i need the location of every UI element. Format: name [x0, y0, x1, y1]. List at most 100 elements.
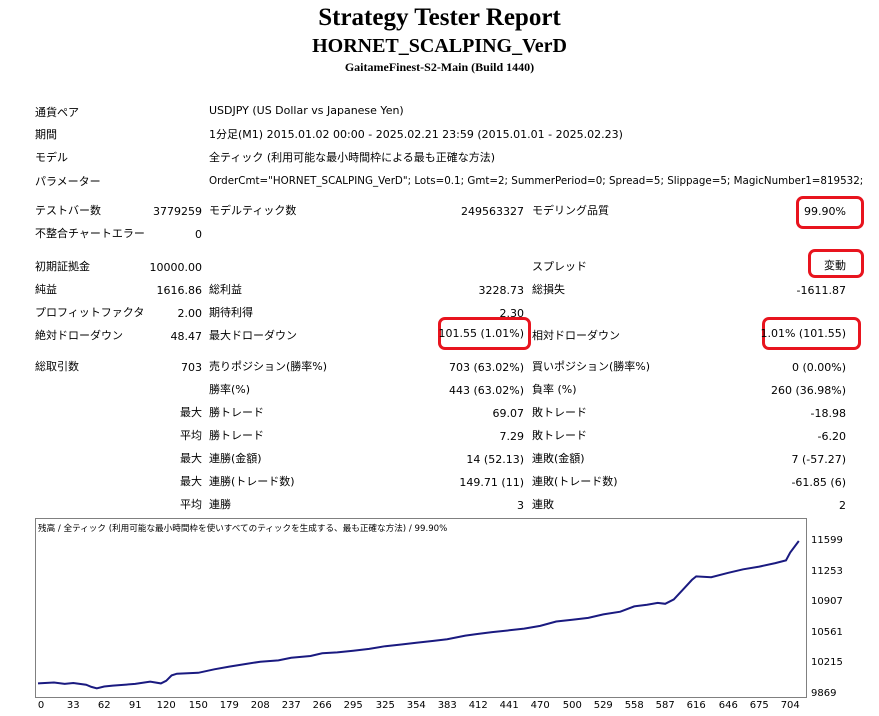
x-tick-label: 383 — [437, 700, 457, 711]
x-tick-label: 0 — [37, 700, 45, 711]
x-tick-label: 529 — [593, 700, 613, 711]
gross-profit-label: 総利益 — [209, 283, 242, 296]
ticks-label: モデルティック数 — [209, 204, 297, 217]
x-tick-label: 587 — [655, 700, 675, 711]
bars-value: 3779259 — [153, 205, 202, 218]
x-tick-label: 616 — [686, 700, 706, 711]
abs-dd-label: 絶対ドローダウン — [35, 329, 123, 342]
x-tick-label: 208 — [250, 700, 270, 711]
max-loss-trade-value: -18.98 — [810, 407, 846, 420]
max-dd-value: 101.55 (1.01%) — [438, 327, 524, 340]
rel-dd-value: 1.01% (101.55) — [760, 327, 846, 340]
net-label: 純益 — [35, 283, 57, 296]
abs-dd-value: 48.47 — [170, 330, 203, 343]
gross-profit-value: 3228.73 — [478, 284, 525, 297]
avg-prefix-1: 平均 — [180, 429, 202, 442]
x-tick-label: 354 — [406, 700, 426, 711]
x-tick-label: 295 — [343, 700, 363, 711]
x-tick-label: 33 — [66, 700, 80, 711]
x-tick-label: 441 — [499, 700, 519, 711]
consec-win-cnt-label: 連勝(トレード数) — [209, 475, 295, 488]
bars-label: テストバー数 — [35, 204, 101, 217]
short-label: 売りポジション(勝率%) — [209, 360, 328, 373]
x-tick-label: 325 — [375, 700, 395, 711]
spread-label: スプレッド — [532, 260, 587, 273]
model-label: モデル — [35, 151, 68, 164]
avg-loss-trade-value: -6.20 — [817, 430, 846, 443]
x-tick-label: 120 — [156, 700, 176, 711]
spread-value: 変動 — [824, 259, 846, 272]
avg-prefix-2: 平均 — [180, 498, 202, 511]
pair-label: 通貨ペア — [35, 106, 79, 119]
balance-line-svg — [37, 540, 800, 690]
pair-value: USDJPY (US Dollar vs Japanese Yen) — [209, 104, 404, 117]
x-tick-label: 150 — [188, 700, 208, 711]
long-label: 買いポジション(勝率%) — [532, 360, 651, 373]
loss-rate-value: 260 (36.98%) — [770, 384, 846, 397]
consec-win-amt-label: 連勝(金額) — [209, 452, 262, 465]
long-value: 0 (0.00%) — [791, 361, 846, 374]
rel-dd-label: 相対ドローダウン — [532, 329, 620, 342]
win-rate-value: 443 (63.02%) — [448, 384, 524, 397]
short-value: 703 (63.02%) — [448, 361, 524, 374]
max-dd-label: 最大ドローダウン — [209, 329, 297, 342]
y-tick-label: 10561 — [811, 626, 843, 638]
max-prefix-2: 最大 — [180, 452, 202, 465]
x-tick-label: 62 — [97, 700, 111, 711]
spread-highlight — [808, 249, 864, 278]
avg-win-streak-value: 3 — [517, 499, 524, 512]
consec-loss-amt-value: 7 (-57.27) — [791, 453, 846, 466]
server-build: GaitameFinest-S2-Main (Build 1440) — [344, 60, 535, 74]
rel-dd-highlight — [762, 317, 861, 350]
gross-loss-value: -1611.87 — [796, 284, 846, 297]
balance-chart: 残高 / 全ティック (利用可能な最小時間枠を使いすべてのティックを生成する、最… — [35, 518, 807, 698]
max-loss-trade-label: 敗トレード — [532, 406, 587, 419]
deposit-label: 初期証拠金 — [35, 260, 90, 273]
y-tick-label: 10907 — [811, 596, 843, 608]
balance-line-0 — [37, 540, 800, 690]
consec-loss-amt-label: 連敗(金額) — [532, 452, 585, 465]
pf-value: 2.00 — [177, 307, 203, 320]
avg-win-trade-value: 7.29 — [499, 430, 525, 443]
avg-loss-streak-label: 連敗 — [532, 498, 554, 511]
expected-value: 2.30 — [499, 307, 525, 320]
ea-name: HORNET_SCALPING_VerD — [312, 35, 567, 57]
total-trades-value: 703 — [181, 361, 202, 374]
x-tick-label: 646 — [718, 700, 738, 711]
loss-rate-label: 負率 (%) — [532, 383, 577, 396]
period-label: 期間 — [35, 128, 57, 141]
y-tick-label: 11253 — [811, 565, 843, 577]
y-tick-label: 10215 — [811, 657, 843, 669]
chart-title: 残高 / 全ティック (利用可能な最小時間枠を使いすべてのティックを生成する、最… — [38, 522, 450, 534]
mismatch-label: 不整合チャートエラー — [35, 227, 145, 240]
total-trades-label: 総取引数 — [35, 360, 79, 373]
avg-loss-trade-label: 敗トレード — [532, 429, 587, 442]
quality-label: モデリング品質 — [532, 204, 609, 217]
avg-win-trade-label: 勝トレード — [209, 429, 264, 442]
max-prefix-1: 最大 — [180, 406, 202, 419]
y-tick-label: 9869 — [811, 688, 837, 699]
x-tick-label: 91 — [128, 700, 142, 711]
quality-highlight — [796, 196, 864, 229]
win-rate-label: 勝率(%) — [209, 383, 251, 396]
gross-loss-label: 総損失 — [532, 283, 565, 296]
consec-win-amt-value: 14 (52.13) — [466, 453, 524, 466]
x-tick-label: 470 — [530, 700, 550, 711]
ticks-value: 249563327 — [461, 205, 524, 218]
net-value: 1616.86 — [156, 284, 203, 297]
max-win-trade-value: 69.07 — [492, 407, 525, 420]
quality-value: 99.90% — [804, 205, 846, 218]
mismatch-value: 0 — [195, 228, 202, 241]
avg-loss-streak-value: 2 — [839, 499, 846, 512]
expected-label: 期待利得 — [209, 306, 253, 319]
params-label: パラメーター — [35, 175, 101, 188]
deposit-value: 10000.00 — [149, 261, 203, 274]
max-prefix-3: 最大 — [180, 475, 202, 488]
max-win-trade-label: 勝トレード — [209, 406, 264, 419]
x-tick-label: 179 — [219, 700, 239, 711]
params-value: OrderCmt="HORNET_SCALPING_VerD"; Lots=0.… — [209, 175, 864, 187]
x-tick-label: 500 — [562, 700, 582, 711]
avg-win-streak-label: 連勝 — [209, 498, 231, 511]
x-tick-label: 266 — [312, 700, 332, 711]
consec-win-cnt-value: 149.71 (11) — [459, 476, 524, 489]
